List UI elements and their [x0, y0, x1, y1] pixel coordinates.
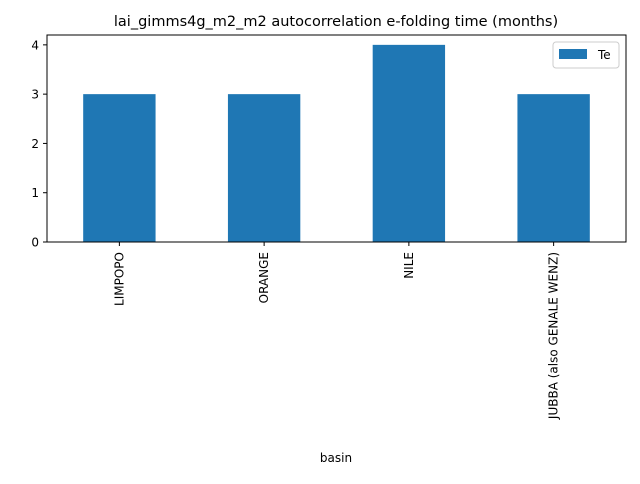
legend-label: Te — [597, 48, 611, 62]
bar-limpopo — [83, 94, 156, 243]
plot-area-frame — [46, 34, 627, 243]
y-tick-label: 1 — [31, 186, 39, 200]
y-tick-label: 3 — [31, 88, 39, 102]
x-tick-label: NILE — [402, 252, 416, 279]
bars-group — [83, 44, 590, 243]
x-tick-label: LIMPOPO — [112, 252, 126, 306]
bar-orange — [227, 94, 301, 243]
bar-jubba-also-genale-wenz — [517, 94, 590, 243]
chart-title: lai_gimms4g_m2_m2 autocorrelation e-fold… — [114, 14, 558, 30]
x-tick-label: JUBBA (also GENALE WENZ) — [547, 252, 561, 420]
y-tick-label: 0 — [31, 236, 39, 250]
legend-swatch — [559, 49, 587, 59]
bar-nile — [372, 44, 446, 242]
y-axis: 0 1 2 3 4 — [31, 38, 47, 250]
x-axis: LIMPOPO ORANGE NILE JUBBA (also GENALE WENZ… — [112, 242, 561, 420]
x-tick-label: ORANGE — [257, 252, 271, 303]
legend: Te — [552, 41, 620, 69]
y-tick-label: 4 — [31, 38, 39, 52]
x-axis-label: basin — [320, 451, 352, 465]
y-tick-label: 2 — [31, 137, 39, 151]
